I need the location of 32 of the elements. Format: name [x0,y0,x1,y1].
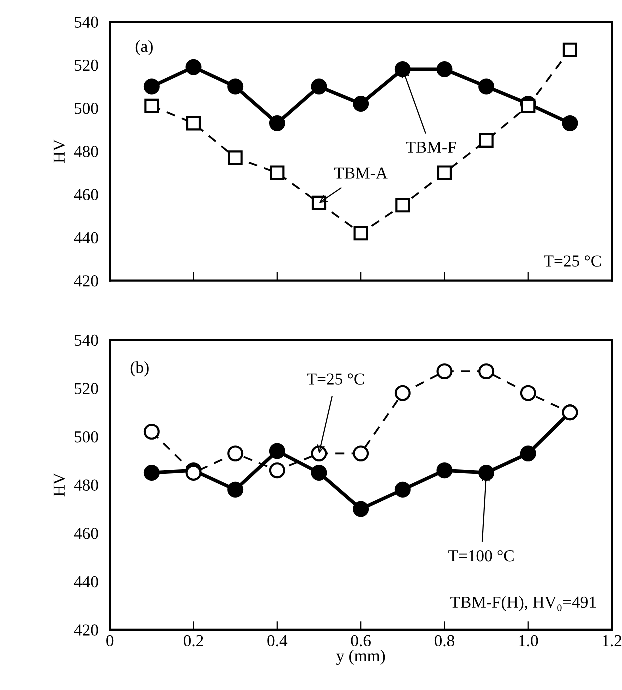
x-tick-label: 0.8 [434,635,455,647]
y-tick-label: 460 [74,189,98,201]
y-tick-label: 500 [74,431,98,443]
y-tick-label: 440 [74,576,98,588]
x-tick-label: 1.2 [603,635,622,647]
annotation: TBM-A [334,168,388,179]
y-tick-label: 500 [74,103,98,114]
annotation: (b) [130,362,149,377]
annotation: T=25 °C [544,256,602,267]
y-tick-label: 440 [74,232,98,244]
y-tick-label: 540 [74,334,98,346]
y-tick-label: 480 [74,146,98,158]
y-axis-title: HV [54,473,66,497]
x-tick-label: 1.0 [519,635,538,647]
y-tick-label: 480 [74,480,98,492]
x-tick-label: 0 [106,635,114,647]
x-tick-label: 0.4 [268,635,288,647]
y-tick-label: 520 [74,383,98,394]
x-tick-label: 0.6 [351,635,371,647]
annotation: T=25 °C [307,374,364,385]
y-tick-label: 460 [74,528,98,540]
y-tick-label: 520 [74,60,98,72]
annotation: (a) [136,40,153,56]
annotation: TBM-F(H), HV₀=491 [450,596,596,612]
y-tick-label: 540 [74,16,98,28]
annotation: T=100 °C [448,550,514,562]
x-tick-label: 0.2 [184,635,204,647]
annotation: TBM-F [406,142,456,153]
y-tick-label: 420 [74,276,98,287]
y-tick-label: 420 [74,624,98,636]
y-axis-title: HV [54,140,66,164]
x-axis-title: y (mm) [336,650,386,666]
